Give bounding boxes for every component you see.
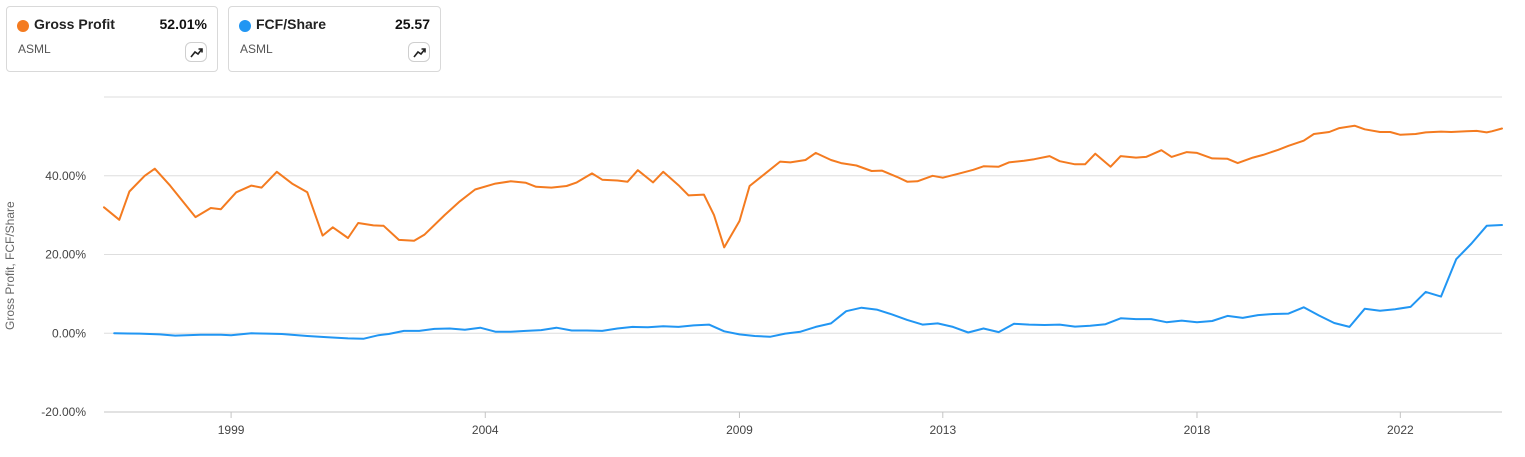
series-color-dot (239, 20, 251, 32)
series-line-gross-profit (103, 124, 1503, 249)
y-tick-label: 40.00% (45, 169, 86, 183)
series-ticker: ASML (18, 42, 51, 56)
x-tick-label: 2018 (1184, 423, 1211, 437)
legend-card-gross-profit[interactable]: Gross Profit 52.01% ASML (6, 6, 218, 72)
series-value: 52.01% (159, 16, 207, 32)
x-tick-label: 2004 (472, 423, 499, 437)
y-tick-label: 0.00% (52, 326, 86, 340)
series-value: 25.57 (394, 16, 430, 32)
series-line-fcf-share (113, 224, 1503, 340)
trend-icon (189, 47, 203, 57)
y-tick-label: 20.00% (45, 248, 86, 262)
trend-button[interactable] (408, 42, 430, 62)
x-tick-label: 1999 (218, 423, 245, 437)
series-ticker: ASML (240, 42, 273, 56)
trend-button[interactable] (185, 42, 207, 62)
x-tick-label: 2022 (1387, 423, 1414, 437)
trend-icon (412, 47, 426, 57)
legend-card-fcf-share[interactable]: FCF/Share 25.57 ASML (228, 6, 441, 72)
x-tick-label: 2013 (929, 423, 956, 437)
y-tick-label: -20.00% (41, 405, 86, 419)
series-name: FCF/Share (256, 16, 327, 32)
x-tick-label: 2009 (726, 423, 753, 437)
series-name: Gross Profit (34, 16, 115, 32)
series-color-dot (17, 20, 29, 32)
